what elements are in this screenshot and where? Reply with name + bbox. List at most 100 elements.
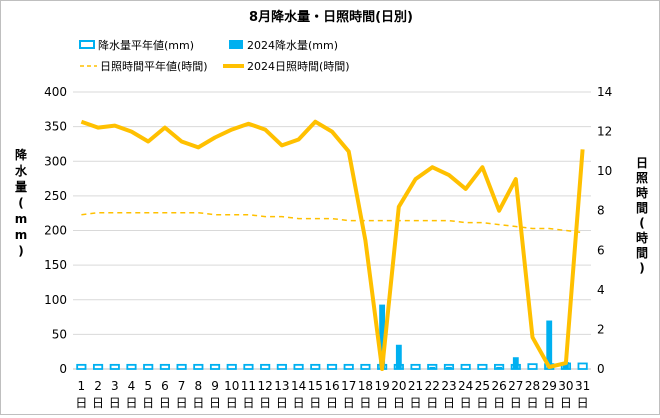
legend-label-normal-rain: 降水量平年値(mm) [98, 38, 194, 52]
y-left-label-char: 降 [15, 147, 28, 162]
bar-normal-rain [76, 363, 87, 370]
x-tick-label-suffix: 日 [443, 396, 455, 410]
y-axis-right-label: 日照時間(時間) [636, 156, 648, 275]
bar-normal-rain [143, 363, 154, 370]
x-tick-label-suffix: 日 [510, 396, 522, 410]
series-2024-sun [80, 119, 585, 371]
x-tick-label-suffix: 日 [560, 396, 572, 410]
x-tick-label-suffix: 日 [426, 396, 438, 410]
x-tick-label: 2 [94, 379, 102, 393]
bar-normal-rain [477, 363, 488, 370]
x-tick-label-suffix: 日 [92, 396, 104, 410]
bar-2024-rain [395, 344, 402, 369]
bar-normal-rain [410, 363, 421, 370]
y-left-tick-label: 100 [44, 293, 67, 307]
legend-label-normal-sun: 日照時間平年値(時間) [100, 59, 208, 73]
x-tick-label: 17 [341, 379, 356, 393]
x-tick-label-suffix: 日 [460, 396, 472, 410]
x-tick-label: 10 [224, 379, 239, 393]
x-tick-label: 16 [324, 379, 339, 393]
x-tick-label: 28 [525, 379, 540, 393]
y-right-label-char: 時 [636, 185, 648, 200]
x-tick-label: 9 [211, 379, 219, 393]
x-tick-label: 20 [391, 379, 406, 393]
bar-normal-rain [109, 363, 120, 370]
y-left-tick-label: 350 [44, 120, 67, 134]
y-left-tick-label: 50 [52, 327, 67, 341]
bar-2024-rain [429, 366, 436, 369]
y-right-tick-label: 6 [597, 243, 605, 257]
x-tick-label: 6 [161, 379, 169, 393]
x-tick-label: 22 [425, 379, 440, 393]
x-tick-label-suffix: 日 [176, 396, 188, 410]
x-tick-label-suffix: 日 [75, 396, 87, 410]
bar-normal-rain [260, 363, 271, 370]
y-right-tick-label: 12 [597, 125, 612, 139]
y-left-tick-label: 400 [44, 85, 67, 99]
x-tick-label: 4 [128, 379, 136, 393]
x-tick-label-suffix: 日 [393, 396, 405, 410]
bar-normal-rain [92, 363, 104, 370]
bar-2024-rain [446, 366, 452, 369]
x-tick-label-suffix: 日 [410, 396, 422, 410]
x-tick-label: 14 [291, 379, 306, 393]
y-axis-left-ticks: 0 50 100 150 200 250 300 350 400 [44, 85, 67, 376]
bar-normal-rain [326, 363, 338, 370]
x-tick-label-suffix: 日 [577, 396, 589, 410]
bar-normal-rain [126, 363, 137, 370]
x-tick-label-suffix: 日 [376, 396, 388, 410]
x-tick-label-suffix: 日 [527, 396, 539, 410]
x-tick-label: 8 [195, 379, 203, 393]
y-right-tick-label: 0 [597, 362, 605, 376]
series-2024-rain [379, 304, 569, 369]
x-tick-label-suffix: 日 [326, 396, 338, 410]
x-tick-label-suffix: 日 [125, 396, 137, 410]
x-tick-label: 31 [575, 379, 590, 393]
bar-2024-rain [546, 320, 553, 369]
y-right-tick-label: 2 [597, 322, 605, 336]
x-tick-label: 13 [274, 379, 289, 393]
line-normal-sun [81, 211, 583, 234]
x-tick-label: 27 [508, 379, 523, 393]
y-right-label-char: 日 [636, 156, 648, 170]
y-left-tick-label: 200 [44, 224, 67, 238]
y-right-label-char: ( [639, 216, 644, 230]
y-left-label-char: 水 [15, 163, 28, 178]
y-left-tick-label: 150 [44, 258, 67, 272]
x-tick-label: 26 [491, 379, 506, 393]
y-right-tick-label: 8 [597, 204, 605, 218]
legend-swatch-normal-rain [79, 40, 95, 49]
y-axis-right-ticks: 0 2 4 6 8 10 12 14 [597, 85, 612, 376]
y-right-tick-label: 4 [597, 283, 605, 297]
x-tick-label: 23 [441, 379, 456, 393]
y-axis-left-label: 降水量 (mm) [15, 147, 28, 258]
bar-normal-rain [176, 363, 187, 370]
y-left-tick-label: 250 [44, 189, 67, 203]
series-normal-rain [76, 362, 588, 370]
y-left-label-char: 量 [15, 180, 27, 194]
bar-normal-rain [243, 363, 254, 370]
y-right-tick-label: 10 [597, 164, 612, 178]
x-axis-ticks: 1日2日3日4日5日6日7日8日9日10日11日12日13日14日15日16日1… [75, 379, 590, 410]
y-left-label-char: m [15, 228, 28, 242]
y-left-label-char: ) [18, 244, 23, 258]
bar-normal-rain [577, 362, 588, 370]
x-tick-label: 29 [542, 379, 557, 393]
legend: 降水量平年値(mm) 2024降水量(mm) 日照時間平年値(時間) 2024日… [79, 38, 350, 73]
x-tick-label-suffix: 日 [242, 396, 254, 410]
y-right-tick-label: 14 [597, 85, 612, 99]
series-normal-sun [81, 211, 583, 234]
y-left-tick-label: 0 [59, 362, 67, 376]
x-tick-label: 3 [111, 379, 119, 393]
x-tick-label: 5 [144, 379, 152, 393]
bar-2024-rain [496, 366, 503, 369]
bar-2024-rain [512, 357, 519, 369]
x-tick-label-suffix: 日 [209, 396, 221, 410]
bar-normal-rain [360, 363, 371, 370]
line-2024-sun [80, 119, 585, 371]
x-tick-label: 25 [475, 379, 490, 393]
x-tick-label-suffix: 日 [293, 396, 305, 410]
legend-label-2024-rain: 2024降水量(mm) [247, 38, 338, 52]
